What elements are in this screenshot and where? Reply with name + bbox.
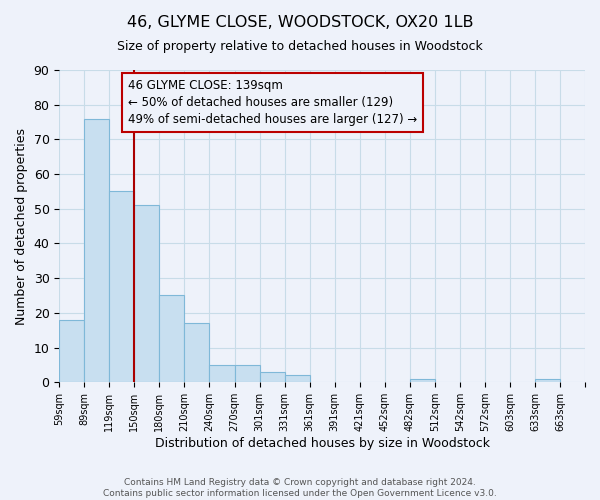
Bar: [59, 320, 85, 382]
Bar: [184, 323, 209, 382]
Text: 46, GLYME CLOSE, WOODSTOCK, OX20 1LB: 46, GLYME CLOSE, WOODSTOCK, OX20 1LB: [127, 15, 473, 30]
Bar: [284, 376, 310, 382]
Bar: [410, 379, 435, 382]
Bar: [260, 372, 284, 382]
X-axis label: Distribution of detached houses by size in Woodstock: Distribution of detached houses by size …: [155, 437, 490, 450]
Bar: [134, 206, 160, 382]
Bar: [85, 118, 109, 382]
Text: 46 GLYME CLOSE: 139sqm
← 50% of detached houses are smaller (129)
49% of semi-de: 46 GLYME CLOSE: 139sqm ← 50% of detached…: [128, 80, 417, 126]
Y-axis label: Number of detached properties: Number of detached properties: [15, 128, 28, 324]
Bar: [235, 365, 260, 382]
Bar: [209, 365, 235, 382]
Text: Size of property relative to detached houses in Woodstock: Size of property relative to detached ho…: [117, 40, 483, 53]
Text: Contains HM Land Registry data © Crown copyright and database right 2024.
Contai: Contains HM Land Registry data © Crown c…: [103, 478, 497, 498]
Bar: [535, 379, 560, 382]
Bar: [109, 192, 134, 382]
Bar: [160, 296, 184, 382]
